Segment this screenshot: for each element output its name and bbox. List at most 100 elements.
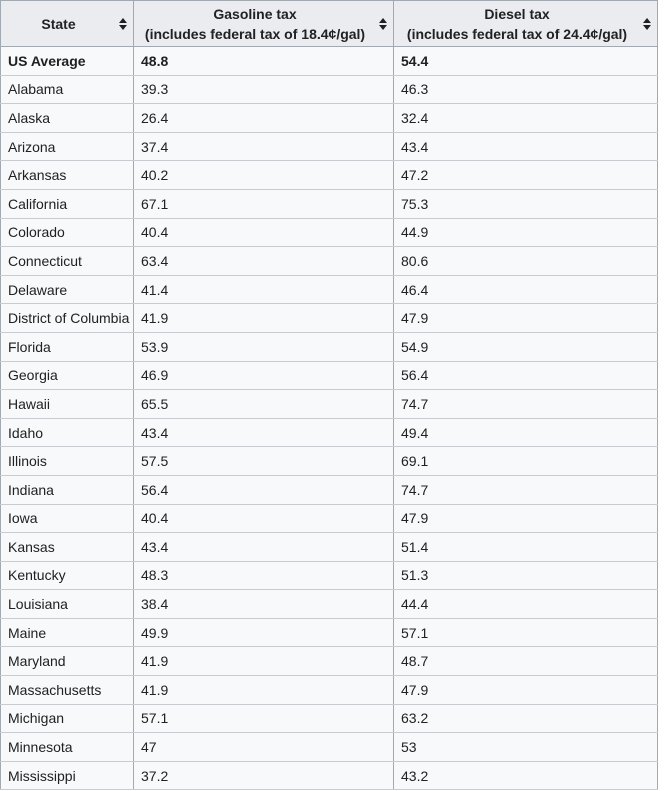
state-cell: Massachusetts bbox=[0, 675, 134, 705]
state-cell: Maine bbox=[0, 617, 134, 648]
state-cell: Alabama bbox=[0, 74, 134, 105]
diesel-value-cell: 74.7 bbox=[393, 389, 658, 419]
table-body: US Average 48.8 54.4 Alabama 39.3 46.3 Alaska 2… bbox=[0, 46, 658, 791]
state-cell: Michigan bbox=[0, 703, 134, 734]
diesel-value-cell: 46.3 bbox=[393, 74, 658, 105]
table-row: Hawaii 65.5 74.7 bbox=[0, 389, 658, 419]
gasoline-value-cell: 41.9 bbox=[133, 303, 394, 333]
diesel-value-cell: 48.7 bbox=[393, 646, 658, 677]
state-cell: Louisiana bbox=[0, 589, 134, 619]
diesel-value-cell: 49.4 bbox=[393, 417, 658, 448]
state-cell: Illinois bbox=[0, 446, 134, 476]
gasoline-value-cell: 53.9 bbox=[133, 331, 394, 362]
table-row: Maine 49.9 57.1 bbox=[0, 617, 658, 648]
table-row: Idaho 43.4 49.4 bbox=[0, 417, 658, 448]
diesel-value-cell: 63.2 bbox=[393, 703, 658, 734]
table-row: Massachusetts 41.9 47.9 bbox=[0, 675, 658, 705]
gasoline-value-cell: 57.1 bbox=[133, 703, 394, 734]
diesel-value-cell: 43.2 bbox=[393, 760, 658, 791]
table-row: Colorado 40.4 44.9 bbox=[0, 217, 658, 248]
gasoline-value-cell: 41.4 bbox=[133, 274, 394, 305]
column-header-gasoline-sublabel: (includes federal tax of 18.4¢/gal) bbox=[144, 25, 366, 42]
gasoline-value-cell: 40.4 bbox=[133, 503, 394, 534]
table-row: District of Columbia 41.9 47.9 bbox=[0, 303, 658, 333]
diesel-value-cell: 43.4 bbox=[393, 131, 658, 162]
table-row: Michigan 57.1 63.2 bbox=[0, 703, 658, 734]
gasoline-value-cell: 63.4 bbox=[133, 246, 394, 276]
state-cell: US Average bbox=[0, 46, 134, 76]
diesel-value-cell: 44.4 bbox=[393, 589, 658, 619]
table-row: Kentucky 48.3 51.3 bbox=[0, 560, 658, 591]
state-cell: Connecticut bbox=[0, 246, 134, 276]
state-cell: Arizona bbox=[0, 131, 134, 162]
state-cell: Arkansas bbox=[0, 160, 134, 190]
gasoline-value-cell: 46.9 bbox=[133, 360, 394, 391]
diesel-value-cell: 69.1 bbox=[393, 446, 658, 476]
state-cell: Hawaii bbox=[0, 389, 134, 419]
table-row: US Average 48.8 54.4 bbox=[0, 46, 658, 76]
gasoline-value-cell: 37.4 bbox=[133, 131, 394, 162]
gasoline-value-cell: 43.4 bbox=[133, 532, 394, 562]
state-cell: Iowa bbox=[0, 503, 134, 534]
table-row: Florida 53.9 54.9 bbox=[0, 331, 658, 362]
gasoline-value-cell: 41.9 bbox=[133, 675, 394, 705]
diesel-value-cell: 47.2 bbox=[393, 160, 658, 190]
gasoline-value-cell: 38.4 bbox=[133, 589, 394, 619]
diesel-value-cell: 57.1 bbox=[393, 617, 658, 648]
state-cell: Kentucky bbox=[0, 560, 134, 591]
table-row: Minnesota 47 53 bbox=[0, 732, 658, 762]
sort-both-icon[interactable] bbox=[379, 17, 387, 30]
diesel-value-cell: 54.9 bbox=[393, 331, 658, 362]
state-cell: Indiana bbox=[0, 474, 134, 505]
gasoline-value-cell: 40.4 bbox=[133, 217, 394, 248]
sort-both-icon[interactable] bbox=[119, 17, 127, 30]
column-header-diesel-label: Diesel tax bbox=[484, 5, 550, 22]
state-cell: Georgia bbox=[0, 360, 134, 391]
gasoline-value-cell: 47 bbox=[133, 732, 394, 762]
diesel-value-cell: 51.4 bbox=[393, 532, 658, 562]
table-row: Kansas 43.4 51.4 bbox=[0, 532, 658, 562]
diesel-value-cell: 80.6 bbox=[393, 246, 658, 276]
table-row: Alabama 39.3 46.3 bbox=[0, 74, 658, 105]
sort-both-icon[interactable] bbox=[643, 17, 651, 30]
table-row: Iowa 40.4 47.9 bbox=[0, 503, 658, 534]
column-header-gasoline-tax[interactable]: Gasoline tax (includes federal tax of 18… bbox=[133, 0, 394, 47]
state-cell: District of Columbia bbox=[0, 303, 134, 333]
diesel-value-cell: 74.7 bbox=[393, 474, 658, 505]
diesel-value-cell: 75.3 bbox=[393, 188, 658, 219]
diesel-value-cell: 46.4 bbox=[393, 274, 658, 305]
state-cell: California bbox=[0, 188, 134, 219]
diesel-value-cell: 32.4 bbox=[393, 103, 658, 133]
state-cell: Kansas bbox=[0, 532, 134, 562]
gasoline-value-cell: 67.1 bbox=[133, 188, 394, 219]
state-cell: Minnesota bbox=[0, 732, 134, 762]
table-row: Arkansas 40.2 47.2 bbox=[0, 160, 658, 190]
table-row: Connecticut 63.4 80.6 bbox=[0, 246, 658, 276]
column-header-diesel-tax[interactable]: Diesel tax (includes federal tax of 24.4… bbox=[393, 0, 658, 47]
diesel-value-cell: 53 bbox=[393, 732, 658, 762]
table-row: Arizona 37.4 43.4 bbox=[0, 131, 658, 162]
column-header-state[interactable]: State bbox=[0, 0, 134, 47]
table-header: State Gasoline tax (includes federal tax… bbox=[0, 0, 658, 47]
gasoline-value-cell: 65.5 bbox=[133, 389, 394, 419]
table-row: Illinois 57.5 69.1 bbox=[0, 446, 658, 476]
state-cell: Alaska bbox=[0, 103, 134, 133]
table-row: Maryland 41.9 48.7 bbox=[0, 646, 658, 677]
diesel-value-cell: 54.4 bbox=[393, 46, 658, 76]
gasoline-value-cell: 49.9 bbox=[133, 617, 394, 648]
table-row: Delaware 41.4 46.4 bbox=[0, 274, 658, 305]
gasoline-value-cell: 48.3 bbox=[133, 560, 394, 591]
diesel-value-cell: 47.9 bbox=[393, 675, 658, 705]
gasoline-value-cell: 37.2 bbox=[133, 760, 394, 791]
column-header-gasoline-label: Gasoline tax bbox=[213, 5, 297, 22]
diesel-value-cell: 44.9 bbox=[393, 217, 658, 248]
gasoline-value-cell: 40.2 bbox=[133, 160, 394, 190]
gasoline-value-cell: 43.4 bbox=[133, 417, 394, 448]
header-row: State Gasoline tax (includes federal tax… bbox=[0, 0, 658, 47]
table-row: California 67.1 75.3 bbox=[0, 188, 658, 219]
gasoline-value-cell: 41.9 bbox=[133, 646, 394, 677]
column-header-state-label: State bbox=[41, 15, 76, 32]
state-cell: Colorado bbox=[0, 217, 134, 248]
